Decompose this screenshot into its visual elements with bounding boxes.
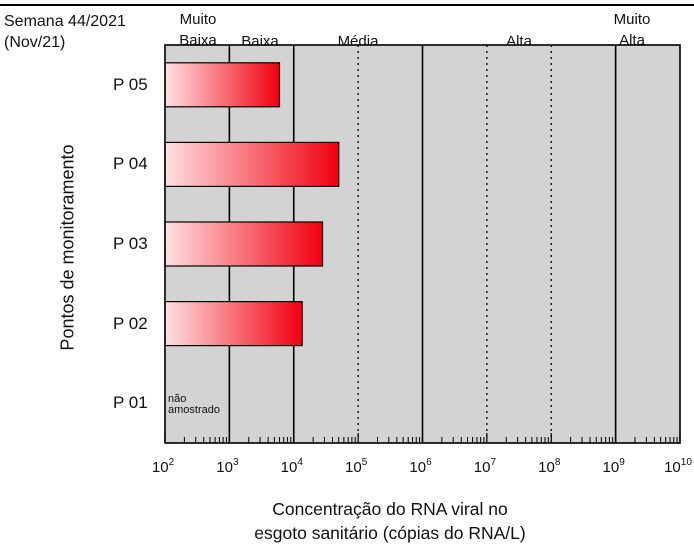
y-axis-title: Pontos de monitoramento	[57, 144, 78, 351]
category-label: P 02	[113, 313, 148, 333]
category-label: P 04	[113, 154, 148, 174]
x-axis-title-line: Concentração do RNA viral no	[272, 499, 508, 519]
bar	[164, 62, 281, 108]
week-label: Semana 44/2021 (Nov/21)	[4, 11, 126, 53]
category-label: P 01	[113, 393, 148, 413]
x-tick-label: 107	[474, 457, 497, 476]
bar	[164, 221, 324, 267]
week-month: (Nov/21)	[4, 34, 66, 51]
x-tick-label: 1010	[664, 457, 692, 476]
x-axis-title: Concentração do RNA viral no esgoto sani…	[230, 497, 550, 545]
week-number: Semana 44/2021	[4, 13, 126, 30]
category-label: P 03	[113, 234, 148, 253]
bar	[164, 301, 303, 347]
bar-annotation: amostrado	[168, 404, 220, 416]
x-tick-label: 104	[281, 457, 304, 476]
band-label: Muito	[180, 11, 217, 28]
bar	[164, 141, 340, 187]
bar-annotation: não	[168, 393, 186, 405]
x-axis-title-line: esgoto sanitário (cópias do RNA/L)	[254, 523, 526, 543]
x-tick-label: 105	[345, 457, 368, 476]
x-tick-label: 102	[152, 457, 175, 476]
band-label: Muito	[614, 11, 651, 28]
x-tick-label: 103	[216, 457, 239, 476]
category-label: P 05	[113, 74, 148, 94]
x-tick-label: 109	[603, 457, 626, 476]
x-tick-label: 106	[409, 457, 432, 476]
x-tick-label: 108	[538, 457, 561, 476]
